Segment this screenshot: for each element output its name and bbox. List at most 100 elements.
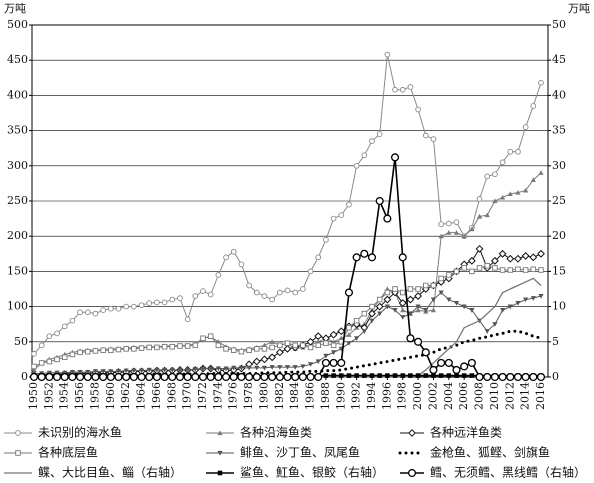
marker (484, 263, 490, 269)
marker (200, 366, 206, 372)
marker (454, 373, 459, 378)
marker (431, 373, 436, 378)
marker (238, 261, 245, 268)
y2-tick-label: 35 (552, 124, 566, 137)
marker (206, 372, 215, 382)
marker (138, 368, 145, 374)
marker (399, 289, 406, 296)
marker (284, 340, 291, 346)
marker (422, 132, 429, 139)
legend-label: 鲽、大比目鱼、鲻（右轴） (38, 465, 182, 480)
x-tick-label: 1980 (257, 382, 270, 410)
x-tick-label: 2010 (488, 382, 501, 410)
marker (60, 372, 69, 382)
marker (307, 268, 314, 275)
marker (406, 334, 415, 343)
legend-label: 金枪鱼、狐鲣、剑旗鱼 (430, 445, 550, 460)
marker (369, 138, 375, 145)
marker (253, 289, 260, 296)
y-tick-label: 350 (7, 124, 28, 137)
marker (491, 256, 499, 265)
marker (361, 329, 367, 334)
marker (108, 347, 114, 353)
x-tick-label: 1976 (227, 382, 240, 410)
marker (292, 289, 299, 296)
marker (476, 213, 483, 219)
marker (406, 295, 415, 304)
marker (375, 302, 384, 311)
marker (269, 365, 275, 370)
marker (223, 254, 229, 261)
marker (214, 372, 223, 382)
marker (284, 365, 291, 370)
marker (444, 358, 453, 367)
marker (185, 367, 191, 373)
marker (392, 86, 398, 93)
marker (499, 308, 506, 313)
marker (100, 307, 106, 313)
x-tick-label: 1982 (273, 382, 286, 410)
marker (184, 316, 191, 323)
marker (467, 358, 476, 367)
marker (269, 339, 275, 344)
marker (353, 162, 360, 169)
marker (475, 372, 484, 382)
marker (523, 187, 529, 193)
marker (515, 148, 521, 155)
marker (221, 372, 231, 382)
marker (54, 330, 60, 337)
marker (198, 372, 208, 382)
x-tick-label: 2008 (473, 382, 486, 410)
marker (160, 372, 169, 382)
marker (453, 268, 460, 275)
marker (115, 305, 122, 312)
marker (85, 369, 91, 375)
marker (146, 300, 153, 306)
marker (77, 309, 83, 316)
marker (344, 288, 354, 297)
marker (31, 350, 37, 357)
marker (192, 293, 199, 299)
marker (498, 249, 507, 258)
marker (260, 355, 269, 364)
marker (29, 372, 39, 382)
marker (277, 365, 283, 370)
y-tick-label: 400 (7, 88, 28, 101)
legend-label: 未识别的海水鱼 (38, 425, 122, 440)
marker (131, 368, 137, 374)
y-tick-label: 50 (14, 335, 28, 348)
marker (338, 212, 345, 218)
legend-label: 鲱鱼、沙丁鱼、凤尾鱼 (240, 446, 360, 460)
marker (490, 372, 499, 382)
marker (492, 265, 498, 271)
marker (152, 372, 161, 382)
marker (314, 332, 323, 341)
marker (437, 358, 446, 367)
marker (376, 131, 383, 137)
marker (484, 329, 490, 334)
marker (507, 191, 513, 197)
marker (69, 369, 76, 375)
marker (76, 372, 85, 382)
marker (183, 372, 192, 382)
marker (38, 360, 45, 366)
x-tick-label: 1986 (304, 382, 317, 410)
x-tick-label: 1988 (319, 382, 332, 410)
marker (52, 372, 62, 382)
marker (61, 323, 68, 330)
marker (200, 335, 206, 342)
marker (337, 327, 346, 336)
marker (31, 367, 37, 373)
marker (138, 302, 145, 309)
marker (354, 373, 359, 378)
marker (315, 342, 321, 349)
marker (529, 253, 538, 262)
legend-marker (15, 430, 21, 436)
marker (37, 372, 46, 382)
marker (461, 373, 467, 378)
marker (430, 282, 437, 289)
marker (260, 372, 269, 382)
marker (115, 369, 122, 374)
marker (538, 170, 544, 175)
marker (314, 372, 323, 382)
